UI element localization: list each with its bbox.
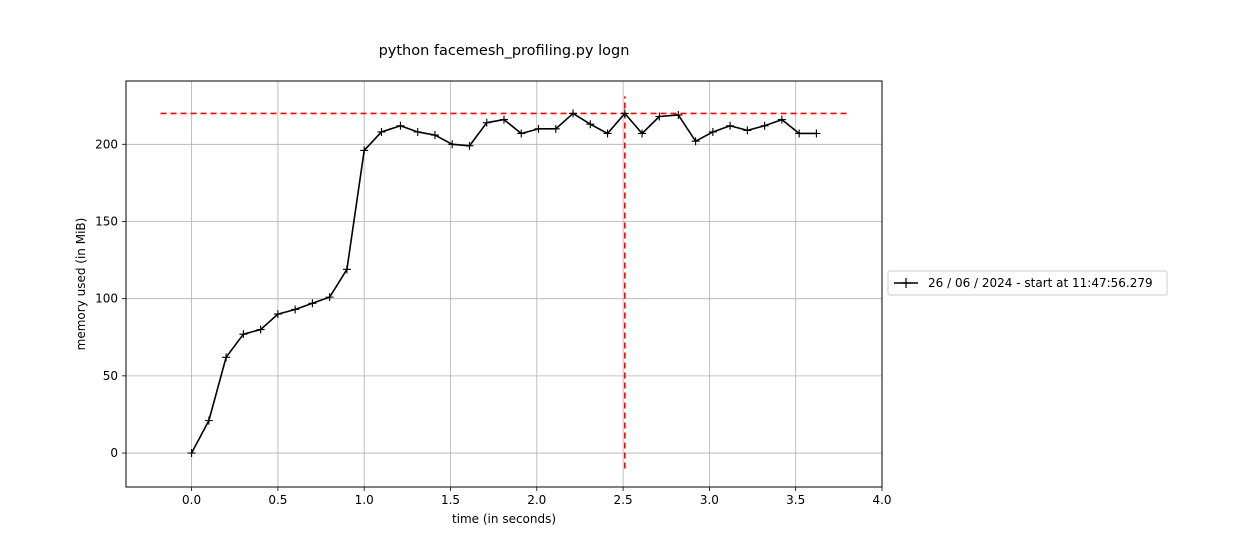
data-point-marker — [239, 330, 248, 339]
data-point-marker — [603, 129, 612, 138]
data-point-marker — [708, 127, 717, 136]
grid-lines — [126, 81, 883, 487]
legend-label: 26 / 06 / 2024 - start at 11:47:56.279 — [928, 276, 1153, 290]
x-tick-label: 3.0 — [700, 493, 719, 507]
y-tick-label: 0 — [110, 446, 118, 460]
data-point-marker — [342, 265, 351, 274]
data-point-marker — [674, 110, 683, 119]
y-axis-label: memory used (in MiB) — [74, 218, 88, 351]
data-point-marker — [325, 293, 334, 302]
y-axis-ticks: 0 50 100 150 200 — [95, 137, 126, 460]
data-point-marker — [655, 112, 664, 121]
chart-title: python facemesh_profiling.py logn — [379, 43, 630, 59]
x-axis-label: time (in seconds) — [452, 512, 556, 526]
annotation-lines — [160, 96, 848, 469]
data-point-marker — [812, 129, 821, 138]
legend-marker-plus — [901, 278, 911, 288]
x-tick-label: 0.5 — [268, 493, 287, 507]
data-point-marker — [638, 129, 647, 138]
series-line — [190, 112, 817, 454]
x-tick-label: 2.5 — [614, 493, 633, 507]
data-point-marker — [569, 109, 578, 118]
x-tick-label: 0.0 — [182, 493, 201, 507]
x-tick-label: 1.0 — [355, 493, 374, 507]
x-tick-label: 2.0 — [527, 493, 546, 507]
data-point-marker — [465, 141, 474, 150]
data-point-marker — [396, 121, 405, 130]
data-point-marker — [534, 124, 543, 133]
data-point-marker — [256, 325, 265, 334]
y-tick-label: 150 — [95, 214, 118, 228]
y-tick-label: 100 — [95, 292, 118, 306]
data-point-marker — [777, 115, 786, 124]
data-point-marker — [482, 118, 491, 127]
x-axis-ticks: 0.0 0.5 1.0 1.5 2.0 2.5 3.0 3.5 4.0 — [182, 487, 892, 507]
data-point-marker — [691, 137, 700, 146]
data-point-marker — [273, 310, 282, 319]
data-point-marker — [430, 131, 439, 140]
x-tick-label: 3.5 — [786, 493, 805, 507]
data-point-marker — [760, 121, 769, 130]
data-point-marker — [448, 140, 457, 149]
data-point-marker — [377, 127, 386, 136]
data-point-marker — [360, 146, 369, 155]
data-point-marker — [586, 120, 595, 129]
x-tick-label: 1.5 — [441, 493, 460, 507]
data-point-marker — [743, 126, 752, 135]
data-point-marker — [620, 109, 629, 118]
x-tick-label: 4.0 — [872, 493, 891, 507]
data-point-marker — [413, 127, 422, 136]
plot-frame — [125, 80, 883, 488]
series-group — [187, 109, 821, 458]
y-tick-label: 200 — [95, 137, 118, 151]
data-point-marker — [551, 124, 560, 133]
data-point-marker — [222, 353, 231, 362]
data-point-marker — [517, 129, 526, 138]
data-point-marker — [308, 299, 317, 308]
data-point-marker — [204, 416, 213, 425]
legend-box — [887, 270, 1168, 296]
legend: 26 / 06 / 2024 - start at 11:47:56.279 — [887, 270, 1168, 296]
data-point-marker — [795, 129, 804, 138]
data-point-marker — [726, 121, 735, 130]
data-point-marker — [500, 115, 508, 124]
data-point-marker — [291, 305, 300, 314]
data-point-marker — [187, 449, 196, 458]
y-tick-label: 50 — [103, 369, 118, 383]
